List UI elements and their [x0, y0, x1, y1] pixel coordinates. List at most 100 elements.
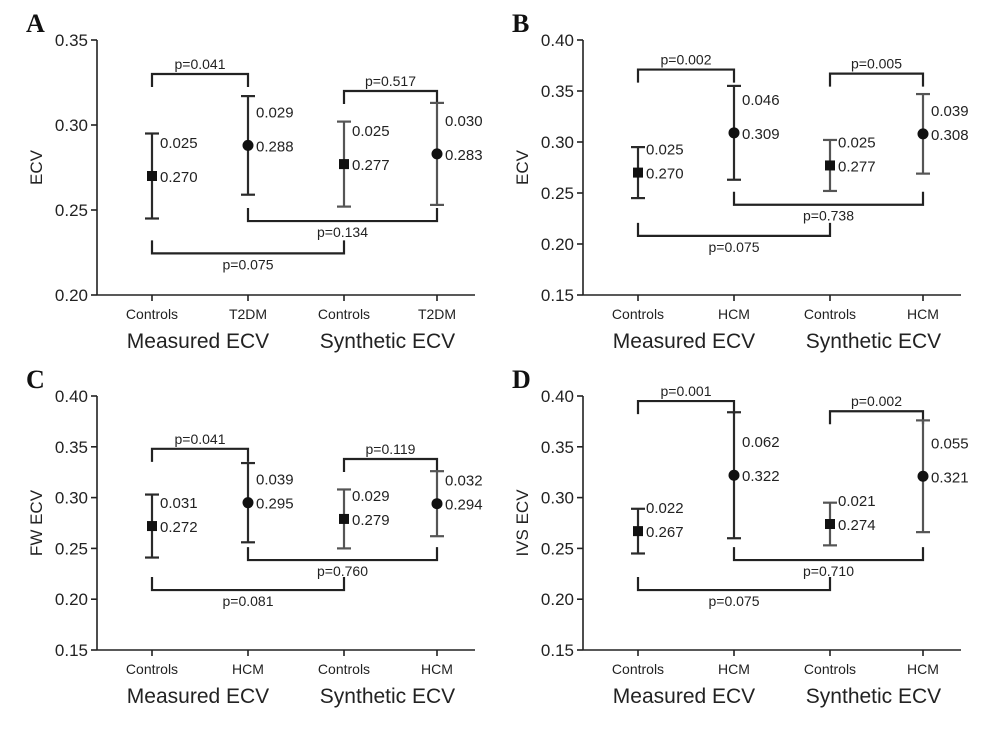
mean-value-label: 0.270 — [646, 166, 684, 183]
group-label: Measured ECV — [127, 685, 269, 708]
group-label: Synthetic ECV — [806, 330, 941, 353]
p-value-label: p=0.081 — [223, 593, 274, 609]
mean-marker-square — [825, 519, 835, 530]
y-tick-label: 0.35 — [541, 82, 574, 101]
mean-marker-circle — [917, 470, 929, 482]
sd-value-label: 0.055 — [931, 435, 969, 452]
x-tick-label: HCM — [907, 661, 939, 677]
mean-value-label: 0.294 — [445, 497, 483, 514]
y-tick-label: 0.25 — [55, 201, 88, 220]
p-value-label: p=0.002 — [851, 393, 902, 409]
y-tick-label: 0.15 — [541, 641, 574, 660]
comparison-bracket — [150, 577, 346, 592]
x-tick-label: HCM — [718, 306, 750, 322]
sd-value-label: 0.032 — [445, 473, 483, 490]
p-value-label: p=0.075 — [223, 256, 274, 272]
p-value-label: p=0.738 — [803, 208, 854, 224]
y-tick-label: 0.25 — [541, 539, 574, 558]
y-axis-label: IVS ECV — [513, 489, 532, 557]
sd-value-label: 0.039 — [931, 103, 969, 120]
mean-value-label: 0.270 — [160, 169, 198, 186]
sd-value-label: 0.025 — [646, 142, 684, 159]
mean-value-label: 0.295 — [256, 496, 294, 513]
comparison-bracket — [342, 457, 439, 472]
mean-value-label: 0.274 — [838, 517, 876, 534]
group-label: Synthetic ECV — [320, 685, 455, 708]
comparison-bracket — [636, 68, 736, 83]
mean-marker-square — [147, 521, 157, 532]
mean-marker-circle — [242, 497, 254, 509]
comparison-bracket — [732, 547, 925, 562]
y-tick-label: 0.20 — [541, 235, 574, 254]
chart-panel-c: C 0.15 0.20 0.25 0.30 0.35 0.40 FW ECV Controls H… — [26, 365, 483, 708]
mean-marker-circle — [431, 498, 443, 510]
p-value-label: p=0.119 — [366, 441, 416, 457]
panel-letter: C — [26, 365, 45, 394]
sd-value-label: 0.025 — [352, 123, 390, 140]
group-label: Measured ECV — [613, 330, 755, 353]
group-label: Measured ECV — [127, 330, 269, 353]
panel-letter: D — [512, 365, 531, 394]
sd-value-label: 0.062 — [742, 434, 780, 451]
panel-letter: B — [512, 9, 529, 38]
mean-value-label: 0.309 — [742, 126, 780, 143]
comparison-bracket — [636, 399, 736, 415]
p-value-label: p=0.075 — [709, 239, 760, 255]
y-tick-label: 0.15 — [541, 286, 574, 305]
sd-value-label: 0.022 — [646, 500, 684, 517]
mean-marker-square — [633, 167, 643, 178]
y-axis-label: ECV — [513, 149, 532, 185]
y-tick-label: 0.30 — [55, 489, 88, 508]
mean-value-label: 0.288 — [256, 138, 294, 155]
x-tick-label: Controls — [318, 306, 370, 322]
sd-value-label: 0.046 — [742, 92, 780, 109]
y-axis-label: ECV — [27, 149, 46, 185]
x-tick-label: Controls — [804, 661, 856, 677]
group-label: Synthetic ECV — [806, 685, 941, 708]
y-tick-label: 0.20 — [55, 590, 88, 609]
mean-marker-circle — [917, 128, 929, 140]
comparison-bracket — [732, 191, 925, 206]
sd-value-label: 0.025 — [838, 134, 876, 151]
y-tick-label: 0.40 — [541, 31, 574, 50]
mean-marker-circle — [728, 469, 740, 481]
y-axis-label: FW ECV — [27, 489, 46, 556]
sd-value-label: 0.025 — [160, 135, 198, 152]
y-tick-label: 0.35 — [541, 438, 574, 457]
x-tick-label: HCM — [232, 661, 264, 677]
chart-panel-d: D 0.15 0.20 0.25 0.30 0.35 0.40 IVS ECV Controls… — [512, 365, 969, 708]
mean-marker-square — [147, 171, 157, 181]
chart-panel-b: B 0.15 0.20 0.25 0.30 0.35 0.40 ECV Controls HCM C… — [512, 9, 969, 353]
sd-value-label: 0.021 — [838, 493, 876, 510]
p-value-label: p=0.005 — [851, 56, 902, 72]
y-tick-label: 0.35 — [55, 438, 88, 457]
sd-value-label: 0.039 — [256, 472, 294, 489]
y-tick-label: 0.20 — [541, 590, 574, 609]
y-tick-label: 0.30 — [541, 489, 574, 508]
mean-marker-square — [633, 526, 643, 537]
mean-marker-circle — [728, 127, 740, 139]
y-tick-label: 0.40 — [541, 387, 574, 406]
sd-value-label: 0.031 — [160, 495, 198, 512]
comparison-bracket — [636, 222, 832, 237]
p-value-label: p=0.041 — [175, 431, 226, 447]
y-tick-label: 0.30 — [541, 133, 574, 152]
y-tick-label: 0.20 — [55, 286, 88, 305]
p-value-label: p=0.760 — [317, 563, 368, 579]
x-tick-label: Controls — [126, 661, 178, 677]
mean-value-label: 0.308 — [931, 127, 969, 144]
y-tick-label: 0.40 — [55, 387, 88, 406]
x-tick-label: HCM — [718, 661, 750, 677]
comparison-bracket — [246, 547, 439, 562]
p-value-label: p=0.075 — [709, 593, 760, 609]
x-tick-label: HCM — [907, 306, 939, 322]
y-tick-label: 0.30 — [55, 116, 88, 135]
x-tick-label: T2DM — [418, 306, 456, 322]
x-tick-label: Controls — [126, 306, 178, 322]
mean-marker-square — [339, 159, 349, 170]
chart-panel-a: A 0.20 0.25 0.30 0.35 ECV Controls T2DM Controls… — [26, 9, 483, 353]
x-tick-label: Controls — [612, 306, 664, 322]
x-tick-label: HCM — [421, 661, 453, 677]
p-value-label: p=0.002 — [661, 52, 712, 68]
